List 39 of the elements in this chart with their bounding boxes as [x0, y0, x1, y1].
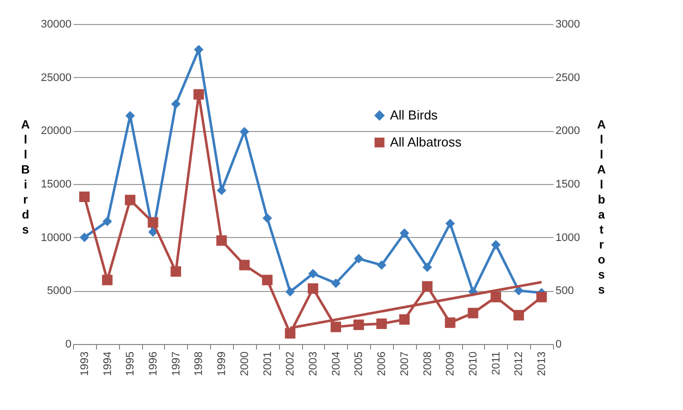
x-tick-label: 2012: [513, 352, 526, 376]
x-tick-label: 1999: [216, 352, 228, 376]
x-tick-label: 2013: [536, 352, 548, 376]
x-tick-label: 2002: [284, 352, 297, 376]
y2-tick-label: 1500: [556, 178, 580, 190]
x-tick-label: 2009: [444, 352, 457, 376]
x-tick-label: 2008: [422, 352, 434, 376]
y-tick-label: 30000: [40, 18, 72, 30]
y-tick-label: 20000: [40, 125, 72, 138]
x-tick-label: 2005: [353, 352, 366, 376]
y2-tick-label: 3000: [556, 18, 580, 30]
x-tick-label: 1998: [193, 352, 206, 376]
x-tick-label: 1993: [78, 352, 91, 376]
x-tick-label: 1995: [124, 352, 137, 376]
y2-tick-label: 2500: [556, 72, 580, 84]
legend-label: All Birds: [390, 108, 438, 122]
x-tick-label: 2010: [468, 352, 480, 376]
legend-label: All Albatross: [390, 134, 462, 150]
x-tick-label: 2006: [376, 352, 388, 376]
y2-tick-label: 2000: [556, 125, 580, 138]
y2-tick-label: 1000: [556, 232, 580, 244]
text: All Albatross: [597, 118, 606, 296]
x-tick-label: 1994: [102, 352, 114, 376]
x-tick-label: 1996: [148, 352, 160, 376]
x-tick-label: 2000: [238, 352, 251, 376]
x-tick-label: 1997: [170, 352, 182, 376]
y-axis-title: All Birds: [21, 118, 30, 236]
y-tick-label: 5000: [47, 285, 72, 298]
x-tick-label: 2011: [490, 352, 502, 376]
y-tick-label: 10000: [40, 232, 72, 244]
y-tick-label: 0: [65, 338, 72, 350]
x-tick-label: 2001: [262, 352, 274, 376]
y2-tick-label: 500: [556, 285, 574, 298]
y2-tick-label: 0: [556, 338, 562, 350]
y-tick-label: 15000: [40, 178, 72, 190]
x-tick-label: 2003: [308, 352, 320, 376]
x-tick-label: 2004: [330, 352, 342, 376]
x-tick-label: 2007: [398, 352, 411, 376]
y-tick-label: 25000: [40, 72, 72, 84]
